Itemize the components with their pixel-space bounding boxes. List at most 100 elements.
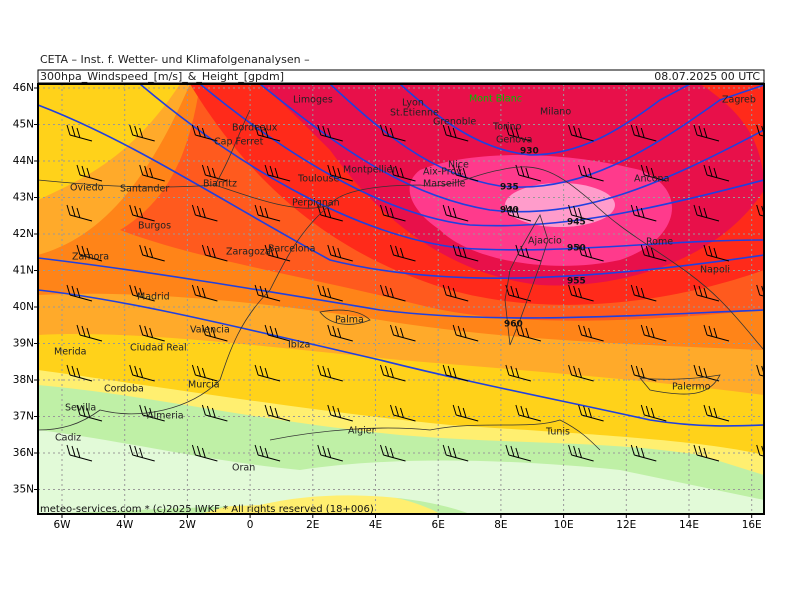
city-label: Palma <box>335 315 364 326</box>
credit: meteo-services.com * (c)2025 IWKF * All … <box>40 504 374 515</box>
wind-barb <box>76 244 103 262</box>
map-frame <box>37 83 765 515</box>
wind-barb <box>191 284 218 302</box>
city-label: Oran <box>232 463 255 474</box>
wind-barb <box>578 164 604 182</box>
contour-label: 940 <box>500 206 519 216</box>
city-label: Zaragoza <box>226 247 271 258</box>
city-label: Limoges <box>293 95 333 106</box>
wind-barb <box>767 325 792 341</box>
wind-barb <box>66 364 93 382</box>
lat-label: 40N <box>13 301 34 313</box>
city-label: Tunis <box>545 427 570 438</box>
city-label: Bordeaux <box>232 123 278 134</box>
wind-barb <box>327 244 353 262</box>
wind-barb <box>254 284 281 302</box>
wind-barb <box>505 124 532 142</box>
wind-barb <box>442 124 469 142</box>
city-label: Cadiz <box>55 433 81 444</box>
lat-label: 36N <box>13 447 34 459</box>
contour-label: 955 <box>567 277 586 287</box>
city-label: Grenoble <box>433 117 476 128</box>
wind-barb <box>505 284 532 302</box>
wind-barb <box>703 164 730 182</box>
city-label: Barcelona <box>268 244 315 255</box>
city-label: Nice <box>448 160 469 171</box>
wind-barb <box>129 364 155 382</box>
city-label: Cordoba <box>104 384 144 395</box>
wind-barbs <box>66 124 792 462</box>
wind-barb <box>767 245 792 261</box>
lat-label: 45N <box>13 119 34 131</box>
wind-barb <box>515 324 542 342</box>
wind-barb <box>201 404 228 422</box>
wind-barb <box>515 404 542 422</box>
city-label: Genova <box>496 135 532 146</box>
wind-barb <box>767 405 792 421</box>
wind-barb <box>380 204 406 222</box>
city-label: Almeria <box>147 411 184 422</box>
city-label: Milano <box>540 107 571 118</box>
wind-barb <box>390 404 416 422</box>
lat-label: 37N <box>13 411 34 423</box>
lat-label: 43N <box>13 192 34 204</box>
institute: CETA – Inst. f. Wetter- und Klimafolgena… <box>40 53 310 66</box>
wind-barb <box>390 244 416 262</box>
wind-barb <box>317 364 343 382</box>
wind-barb <box>693 124 720 142</box>
wind-barb <box>254 204 281 222</box>
map-title: 300hpa_Windspeed_[m/s]_&_Height_[gpdm] <box>40 70 284 83</box>
city-label: Burgos <box>138 221 171 232</box>
city-label: Merida <box>54 347 86 358</box>
city-label: Sevilla <box>65 403 96 414</box>
wind-barb <box>693 204 720 222</box>
graticule <box>38 84 764 514</box>
wind-barb <box>756 124 764 137</box>
wind-barb <box>317 444 343 462</box>
city-label: Murcia <box>188 380 220 391</box>
wind-barb <box>390 164 416 182</box>
lon-label: 12E <box>616 519 636 531</box>
city-label: Madrid <box>137 292 170 303</box>
lon-label: 6E <box>432 519 445 531</box>
wind-barb <box>129 124 155 142</box>
lat-label: 35N <box>13 484 34 496</box>
wind-barb <box>76 404 103 422</box>
lon-label: 2W <box>179 519 197 531</box>
city-label: Torino <box>492 122 522 133</box>
valid-time: 08.07.2025 00 UTC <box>654 70 760 83</box>
wind-barb <box>442 444 469 462</box>
wind-barb <box>317 284 343 302</box>
wind-barb <box>254 444 281 462</box>
wind-barb <box>139 244 165 262</box>
wind-barb <box>693 364 720 382</box>
city-label: Montpellier <box>343 165 396 176</box>
wind-barb <box>139 324 165 342</box>
wind-barb <box>129 444 155 462</box>
wind-barb <box>380 364 406 382</box>
wind-barb <box>129 204 155 222</box>
contour-label: 960 <box>504 320 523 330</box>
wind-barb <box>327 324 353 342</box>
city-label: Napoli <box>700 265 730 276</box>
wind-barb <box>380 444 406 462</box>
wind-barb <box>264 404 291 422</box>
wind-barb <box>703 324 730 342</box>
wind-barb <box>129 284 155 302</box>
lat-label: 38N <box>13 374 34 386</box>
city-label: Rome <box>646 237 673 248</box>
wind-barb <box>191 124 218 142</box>
wind-barb <box>442 364 469 382</box>
wind-barb <box>66 284 93 302</box>
lon-label: 16E <box>742 519 762 531</box>
city-label: Biarritz <box>203 179 237 190</box>
contour-label: 935 <box>500 183 519 193</box>
wind-barb <box>380 284 406 302</box>
wind-barb <box>756 444 764 457</box>
city-label: Zamora <box>72 252 109 263</box>
wind-barb <box>693 284 720 302</box>
wind-barb <box>201 324 228 342</box>
wind-barb <box>66 124 93 142</box>
wind-barb <box>264 244 291 262</box>
city-label: Palermo <box>672 382 711 393</box>
